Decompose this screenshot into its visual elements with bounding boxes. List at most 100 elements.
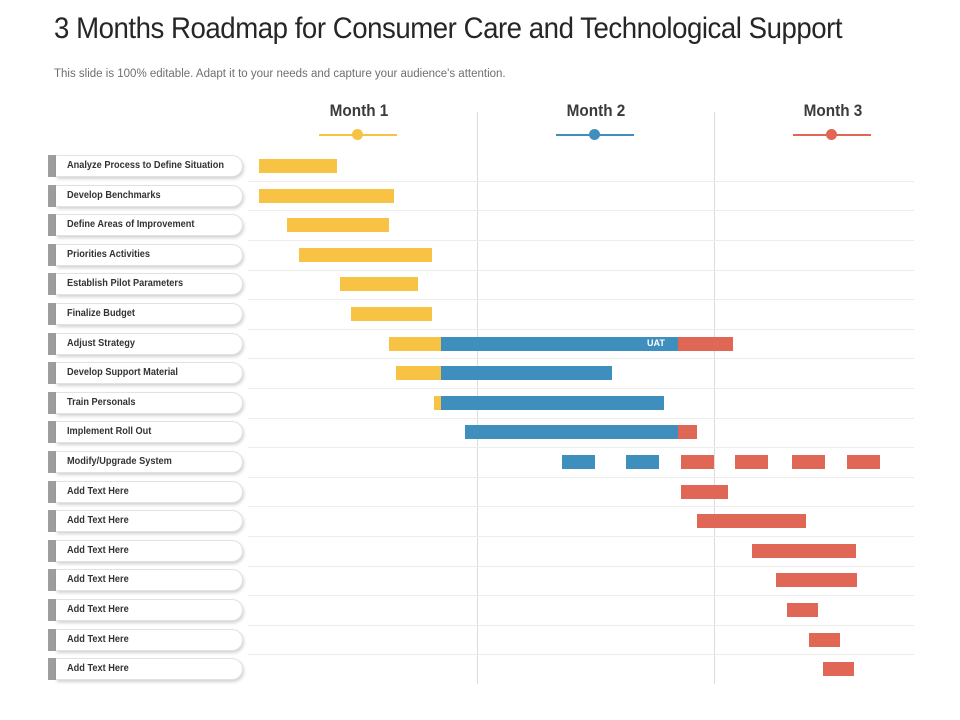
gantt-bar: [678, 425, 697, 439]
task-name: Develop Benchmarks: [67, 190, 161, 201]
gantt-bar: [678, 337, 733, 351]
task-marker: [48, 451, 56, 473]
task-marker: [48, 599, 56, 621]
gantt-bar: [847, 455, 880, 469]
task-label-pill: Add Text Here: [48, 510, 244, 532]
gantt-bar: [626, 455, 659, 469]
task-marker: [48, 155, 56, 177]
row-divider: [248, 358, 914, 359]
gantt-bar: [396, 366, 441, 380]
month-header-1: Month 1: [299, 101, 419, 140]
gantt-bar: [351, 307, 432, 321]
month-divider: [714, 112, 715, 684]
gantt-bar: [465, 425, 678, 439]
task-marker: [48, 658, 56, 680]
row-divider: [248, 506, 914, 507]
task-label-pill: Add Text Here: [48, 658, 244, 680]
task-marker: [48, 273, 56, 295]
month-header-2: Month 2: [536, 101, 656, 140]
task-pill-shape: [56, 451, 243, 473]
row-divider: [248, 210, 914, 211]
task-marker: [48, 185, 56, 207]
task-pill-shape: [56, 658, 243, 680]
gantt-bar: [562, 455, 595, 469]
task-pill-shape: [56, 214, 243, 236]
month-marker-dot: [352, 129, 363, 140]
task-pill-shape: [56, 569, 243, 591]
gantt-bar: [340, 277, 418, 291]
task-label-pill: Adjust Strategy: [48, 333, 244, 355]
gantt-bar: [441, 337, 678, 351]
task-label-pill: Finalize Budget: [48, 303, 244, 325]
task-marker: [48, 481, 56, 503]
row-divider: [248, 270, 914, 271]
task-pill-shape: [56, 185, 243, 207]
gantt-bar-label: UAT: [647, 338, 665, 348]
gantt-bar: [809, 633, 840, 647]
row-divider: [248, 566, 914, 567]
task-marker: [48, 421, 56, 443]
task-pill-shape: [56, 362, 243, 384]
task-marker: [48, 333, 56, 355]
task-marker: [48, 629, 56, 651]
task-name: Priorities Activities: [67, 249, 151, 260]
task-pill-shape: [56, 481, 243, 503]
row-divider: [248, 329, 914, 330]
gantt-bar: [776, 573, 857, 587]
task-name: Add Text Here: [67, 515, 129, 526]
task-label-pill: Train Personals: [48, 392, 244, 414]
task-name: Add Text Here: [67, 634, 129, 645]
slide-subtitle: This slide is 100% editable. Adapt it to…: [54, 68, 506, 80]
task-marker: [48, 362, 56, 384]
month-label: Month 3: [803, 101, 863, 120]
task-name: Train Personals: [67, 397, 136, 408]
month-label: Month 1: [329, 101, 389, 120]
task-label-pill: Establish Pilot Parameters: [48, 273, 244, 295]
task-pill-shape: [56, 303, 243, 325]
task-label-pill: Add Text Here: [48, 569, 244, 591]
gantt-bar: [299, 248, 432, 262]
gantt-bar: [735, 455, 768, 469]
task-marker: [48, 540, 56, 562]
gantt-bar: [681, 485, 728, 499]
gantt-bar: [697, 514, 806, 528]
task-marker: [48, 569, 56, 591]
gantt-bar: [787, 603, 818, 617]
row-divider: [248, 595, 914, 596]
gantt-bar: [681, 455, 714, 469]
gantt-bar: [441, 366, 612, 380]
task-name: Modify/Upgrade System: [67, 456, 172, 467]
task-pill-shape: [56, 273, 243, 295]
row-divider: [248, 477, 914, 478]
row-divider: [248, 388, 914, 389]
task-pill-shape: [56, 540, 243, 562]
row-divider: [248, 181, 914, 182]
task-label-pill: Add Text Here: [48, 540, 244, 562]
row-divider: [248, 654, 914, 655]
gantt-bar: [792, 455, 825, 469]
task-name: Analyze Process to Define Situation: [67, 160, 224, 171]
gantt-bar: [259, 189, 394, 203]
row-divider: [248, 625, 914, 626]
task-label-pill: Add Text Here: [48, 599, 244, 621]
task-label-pill: Develop Benchmarks: [48, 185, 244, 207]
task-label-pill: Modify/Upgrade System: [48, 451, 244, 473]
task-name: Add Text Here: [67, 663, 129, 674]
task-name: Adjust Strategy: [67, 338, 135, 349]
task-pill-shape: [56, 155, 243, 177]
task-name: Implement Roll Out: [67, 426, 152, 437]
month-marker-dot: [826, 129, 837, 140]
task-label-pill: Add Text Here: [48, 629, 244, 651]
task-pill-shape: [56, 392, 243, 414]
task-marker: [48, 244, 56, 266]
gantt-bar: [441, 396, 664, 410]
task-pill-shape: [56, 421, 243, 443]
task-marker: [48, 392, 56, 414]
task-label-pill: Implement Roll Out: [48, 421, 244, 443]
task-pill-shape: [56, 599, 243, 621]
gantt-bar: [823, 662, 854, 676]
task-label-pill: Priorities Activities: [48, 244, 244, 266]
month-marker-dot: [589, 129, 600, 140]
task-label-pill: Define Areas of Improvement: [48, 214, 244, 236]
task-name: Add Text Here: [67, 545, 129, 556]
